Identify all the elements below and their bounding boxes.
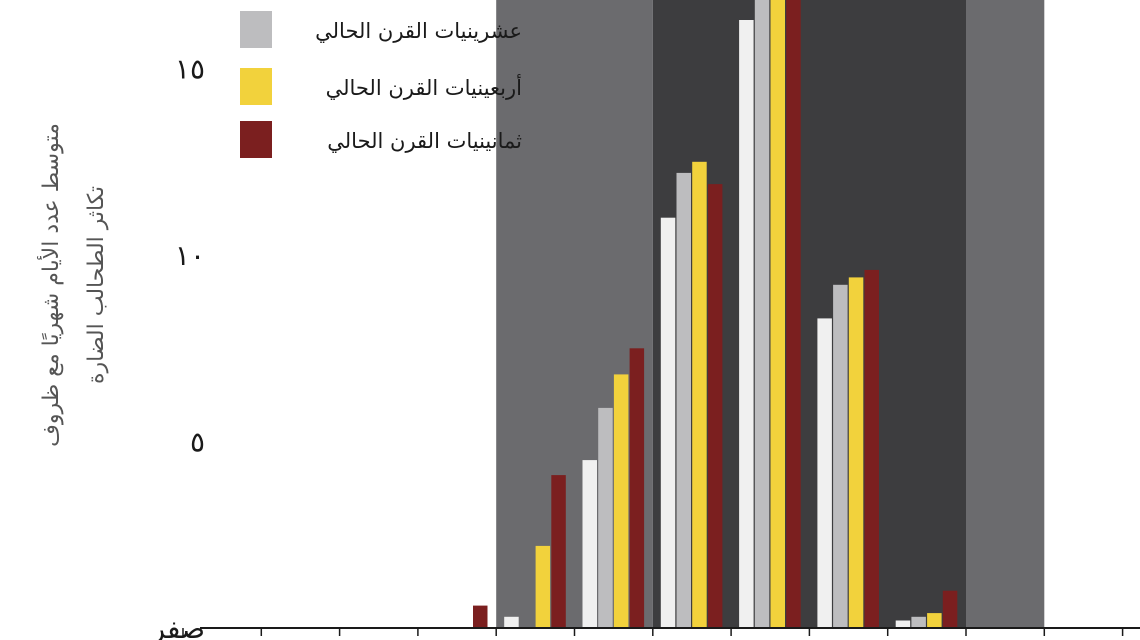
legend-label-2: أربعينيات القرن الحالي xyxy=(326,74,522,100)
bar-series-2-cat-7 xyxy=(676,172,691,628)
legend-label-3: ثمانينيات القرن الحالي xyxy=(327,129,522,153)
y-tick-label-4: ١٥ xyxy=(175,53,205,86)
legend-label-1: عشرينيات القرن الحالي xyxy=(315,19,522,43)
bar-series-1-cat-9 xyxy=(817,318,832,628)
legend-swatch-2 xyxy=(240,68,272,105)
bar-series-2-cat-6 xyxy=(598,407,613,628)
bar-series-4-cat-4 xyxy=(473,605,488,628)
bar-series-1-cat-6 xyxy=(582,460,597,628)
bar-series-1-cat-10 xyxy=(895,620,911,628)
bar-series-3-cat-9 xyxy=(848,277,864,628)
y-tick-label-3: ١٠ xyxy=(175,239,205,272)
x-ticks xyxy=(182,628,1124,636)
bar-series-1-cat-5 xyxy=(504,616,519,628)
legend-swatch-1 xyxy=(240,11,272,48)
bar-series-4-cat-6 xyxy=(629,348,645,629)
bar-series-4-cat-7 xyxy=(707,184,723,628)
shaded-bands xyxy=(496,0,1045,628)
bar-series-4-cat-8 xyxy=(786,0,801,629)
bar-series-1-cat-7 xyxy=(660,217,676,628)
bar-series-3-cat-7 xyxy=(692,161,707,629)
y-tick-label-2: ٥ xyxy=(190,426,205,459)
bar-series-4-cat-9 xyxy=(864,269,879,628)
y-axis-label: متوسط عدد الأيام شهريًا مع ظروف تكاثر ال… xyxy=(37,123,109,447)
bars xyxy=(473,0,958,629)
bar-series-3-cat-8 xyxy=(770,0,785,629)
bar-series-2-cat-8 xyxy=(754,0,770,628)
bar-series-4-cat-10 xyxy=(942,590,958,628)
bar-series-2-cat-10 xyxy=(911,616,926,628)
bar-series-3-cat-6 xyxy=(613,374,629,628)
shaded-band-3 xyxy=(966,0,1045,628)
y-tick-label-1: صفر xyxy=(150,612,205,640)
bar-series-3-cat-5 xyxy=(535,545,551,628)
bar-series-2-cat-9 xyxy=(833,284,848,628)
legend-swatch-3 xyxy=(240,121,272,158)
y-axis-label-line-2: تكاثر الطحالب الضارة xyxy=(84,186,109,384)
y-axis-label-line-1: متوسط عدد الأيام شهريًا مع ظروف xyxy=(37,123,64,447)
legend: عشرينيات القرن الحالي أربعينيات القرن ال… xyxy=(240,11,522,158)
y-ticks: صفر ٥ ١٠ ١٥ xyxy=(150,53,205,640)
bar-series-1-cat-8 xyxy=(739,20,754,628)
bar-series-4-cat-5 xyxy=(551,475,566,628)
bar-series-3-cat-10 xyxy=(927,613,942,628)
